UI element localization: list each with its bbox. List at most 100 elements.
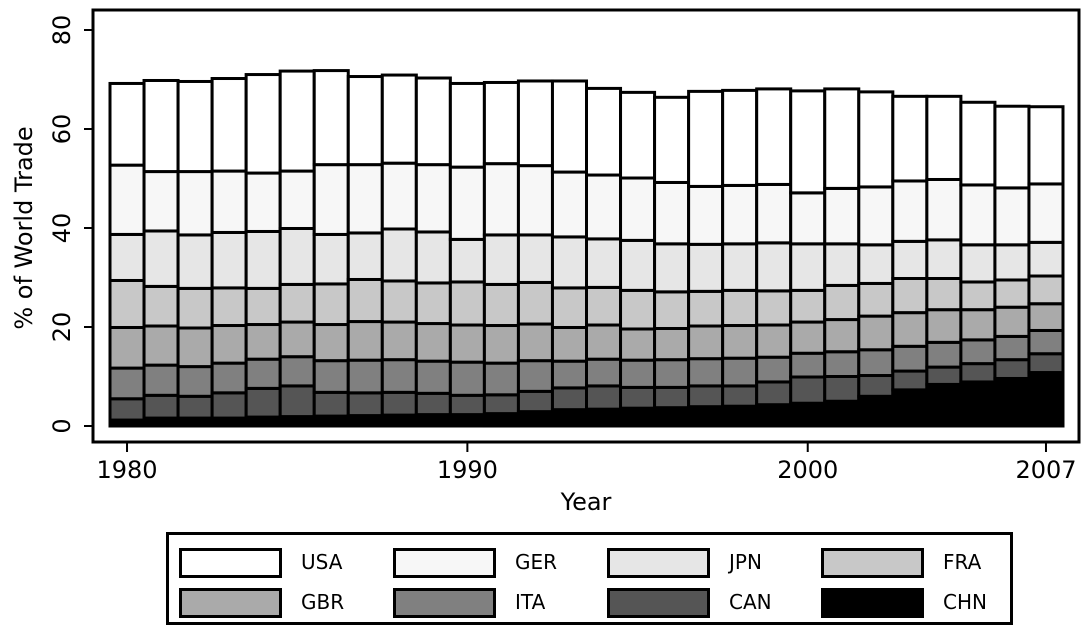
- bar-gbr-1990: [448, 323, 486, 364]
- y-axis: 0 20 40 60 80: [48, 15, 93, 434]
- x-tick-label-2007: 2007: [1015, 456, 1076, 484]
- bar-ita-1980: [108, 366, 146, 401]
- stacked-bar-chart: 0 20 40 60 80 1980 1990 2000 2007 % of World Tr…: [10, 8, 1081, 516]
- bar-can-1991: [482, 393, 520, 416]
- bar-ger-1987: [346, 163, 384, 235]
- bar-ita-1989: [414, 359, 452, 395]
- bar-can-1996: [653, 385, 691, 410]
- bar-fra-2003: [891, 276, 929, 315]
- bar-gbr-1992: [516, 322, 554, 363]
- legend-label-gbr: GBR: [301, 590, 345, 614]
- legend-label-fra: FRA: [943, 550, 982, 574]
- bar-fra-2001: [823, 283, 861, 322]
- bar-ger-2002: [857, 185, 895, 247]
- bar-fra-2006: [993, 278, 1031, 309]
- bar-chn-1993: [550, 408, 589, 428]
- bar-can-1988: [380, 390, 418, 417]
- legend-swatch-usa: [179, 548, 282, 578]
- bar-jpn-1981: [142, 229, 180, 288]
- bar-ita-2000: [789, 351, 827, 379]
- bar-ger-2003: [891, 179, 929, 243]
- bar-ger-2004: [925, 177, 963, 242]
- bar-fra-1988: [380, 279, 418, 324]
- bar-gbr-1981: [142, 324, 180, 367]
- bar-can-2001: [823, 375, 861, 403]
- bar-jpn-2004: [925, 238, 963, 280]
- bar-ita-1997: [687, 357, 725, 388]
- legend-swatch-can: [607, 588, 710, 618]
- bar-usa-1985: [278, 69, 316, 173]
- y-tick-label-60: 60: [48, 114, 76, 145]
- bar-gbr-1998: [721, 324, 759, 360]
- bar-chn-2004: [925, 382, 963, 428]
- bar-jpn-1987: [346, 231, 384, 281]
- bar-usa-1999: [755, 87, 793, 186]
- bar-jpn-1980: [108, 232, 146, 282]
- bar-ger-1983: [210, 169, 248, 234]
- bar-ger-1991: [482, 162, 520, 237]
- bar-can-1990: [448, 393, 486, 417]
- bar-jpn-1982: [176, 233, 214, 290]
- y-tick-label-80: 80: [48, 15, 76, 46]
- bar-ita-1993: [550, 359, 589, 390]
- bar-jpn-2006: [993, 243, 1031, 282]
- bar-chn-2000: [789, 401, 827, 428]
- bar-gbr-2000: [789, 320, 827, 355]
- bar-can-2004: [925, 365, 963, 386]
- bar-jpn-1984: [244, 229, 282, 290]
- bar-can-1997: [687, 384, 725, 409]
- bar-jpn-1994: [585, 237, 623, 289]
- bar-can-2006: [993, 358, 1031, 380]
- bar-ita-1995: [619, 358, 657, 389]
- legend-swatch-chn: [821, 588, 924, 618]
- bar-fra-1999: [755, 289, 793, 327]
- bar-ita-1990: [448, 360, 486, 397]
- bar-usa-1997: [687, 89, 725, 188]
- bar-gbr-2004: [925, 308, 963, 344]
- bar-jpn-1988: [380, 227, 418, 283]
- y-tick-label-20: 20: [48, 312, 76, 343]
- bar-ita-1991: [482, 361, 520, 397]
- bar-jpn-2005: [959, 243, 997, 284]
- bar-chn-1987: [346, 414, 384, 428]
- bar-fra-2000: [789, 288, 827, 324]
- bar-gbr-1987: [346, 320, 384, 362]
- x-tick-label-1990: 1990: [437, 456, 498, 484]
- bar-gbr-1999: [755, 323, 793, 359]
- bar-gbr-1985: [278, 320, 316, 359]
- bar-usa-2006: [993, 104, 1031, 190]
- bar-ger-1989: [414, 163, 452, 234]
- bar-usa-2007: [1027, 105, 1065, 186]
- bar-fra-1995: [619, 288, 657, 331]
- bar-ger-1981: [142, 170, 180, 233]
- bar-gbr-2005: [959, 308, 997, 342]
- bar-can-1993: [550, 386, 589, 412]
- bar-can-1994: [585, 384, 623, 411]
- bar-can-1998: [721, 384, 759, 408]
- bar-fra-2002: [857, 281, 895, 318]
- bar-usa-2002: [857, 90, 895, 189]
- bar-fra-1985: [278, 282, 316, 324]
- bar-gbr-1989: [414, 322, 452, 363]
- legend-label-jpn: JPN: [729, 550, 762, 574]
- bar-ger-1982: [176, 170, 214, 237]
- bar-can-1981: [142, 393, 180, 420]
- bar-ger-1990: [448, 165, 486, 241]
- bar-ita-1986: [312, 359, 350, 394]
- bar-chn-1992: [516, 410, 554, 428]
- bar-ger-1998: [721, 183, 759, 246]
- bar-ger-1993: [550, 170, 589, 239]
- bar-usa-2003: [891, 94, 929, 183]
- bar-chn-1989: [414, 413, 452, 428]
- bar-usa-1982: [176, 79, 214, 174]
- bar-usa-2004: [925, 94, 963, 181]
- bar-chn-1990: [448, 413, 486, 428]
- bar-gbr-1995: [619, 327, 657, 362]
- legend: USA GER JPN FRA GBR ITA CAN CHN: [166, 532, 1013, 625]
- bar-can-2005: [959, 362, 997, 384]
- bar-ita-2006: [993, 334, 1031, 362]
- bar-jpn-2007: [1027, 240, 1065, 278]
- bar-ita-2007: [1027, 328, 1065, 356]
- bar-gbr-1988: [380, 320, 418, 362]
- bar-fra-1984: [244, 286, 282, 327]
